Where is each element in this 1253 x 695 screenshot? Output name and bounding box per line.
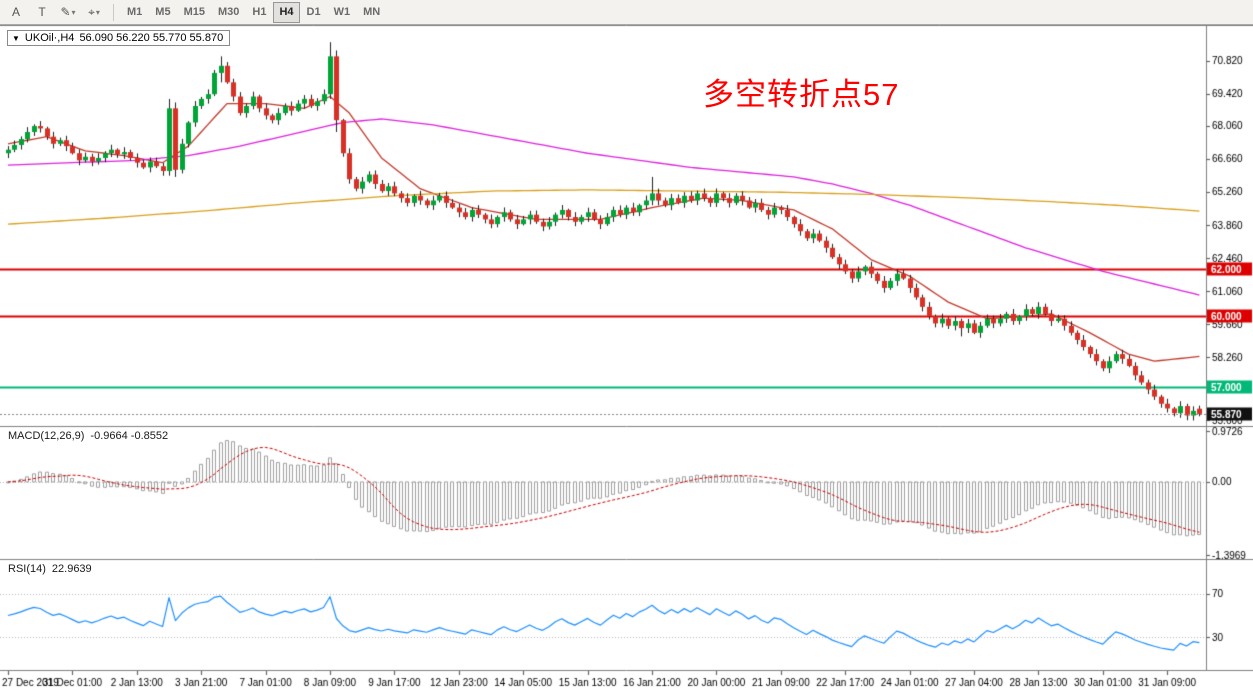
chevron-down-icon: ▾ [71, 7, 76, 17]
rsi-name: RSI(14) [8, 563, 46, 575]
timeframe-m5-button[interactable]: M5 [155, 6, 171, 18]
tool-text-button[interactable]: T [30, 2, 54, 23]
rsi-indicator-label: RSI(14) 22.9639 [8, 563, 92, 575]
timeframe-m15-button[interactable]: M15 [183, 6, 205, 18]
timeframe-button-group: M1 M5 M15 M30 H1 H4 D1 W1 MN [121, 1, 386, 23]
toolbar-separator [113, 3, 114, 21]
tool-button-group: A T ✎ ▾ ⌖ ▾ [4, 2, 106, 23]
macd-indicator-label: MACD(12,26,9) -0.9664 -0.8552 [8, 430, 168, 442]
crosshair-icon: ⌖ [88, 5, 95, 19]
toolbar: A T ✎ ▾ ⌖ ▾ M1 M5 M15 M30 H1 H4 D1 W1 MN [0, 0, 1253, 25]
timeframe-mn-button[interactable]: MN [363, 6, 381, 18]
chart-title-chip: ▼ UKOil·,H4 56.090 56.220 55.770 55.870 [7, 30, 231, 46]
chart-window: ▼ UKOil·,H4 56.090 56.220 55.770 55.870 … [0, 25, 1253, 695]
tool-cursor-button[interactable]: A [4, 2, 28, 23]
chart-annotation: 多空转折点57 [703, 77, 900, 112]
tool-crosshair-button[interactable]: ⌖ ▾ [82, 2, 106, 23]
macd-current-values: -0.9664 -0.8552 [90, 430, 169, 442]
chart-ohlc-values: 56.090 56.220 55.770 55.870 [79, 32, 224, 44]
timeframe-h4-button[interactable]: H4 [273, 1, 300, 23]
timeframe-m1-button[interactable]: M1 [127, 6, 143, 18]
timeframe-h1-button[interactable]: H1 [252, 6, 267, 18]
draw-icon: ✎ [60, 5, 71, 19]
timeframe-m30-button[interactable]: M30 [217, 6, 240, 18]
price-chart-canvas[interactable] [0, 25, 1253, 695]
macd-name: MACD(12,26,9) [8, 430, 85, 442]
timeframe-w1-button[interactable]: W1 [333, 6, 351, 18]
collapse-triangle-icon[interactable]: ▼ [12, 33, 20, 43]
text-icon: T [38, 5, 46, 19]
tool-draw-button[interactable]: ✎ ▾ [56, 2, 80, 23]
cursor-icon: A [11, 5, 20, 19]
timeframe-d1-button[interactable]: D1 [306, 6, 321, 18]
rsi-current-value: 22.9639 [51, 563, 92, 575]
chart-symbol-timeframe: UKOil·,H4 [24, 32, 75, 44]
chevron-down-icon: ▾ [95, 7, 100, 17]
